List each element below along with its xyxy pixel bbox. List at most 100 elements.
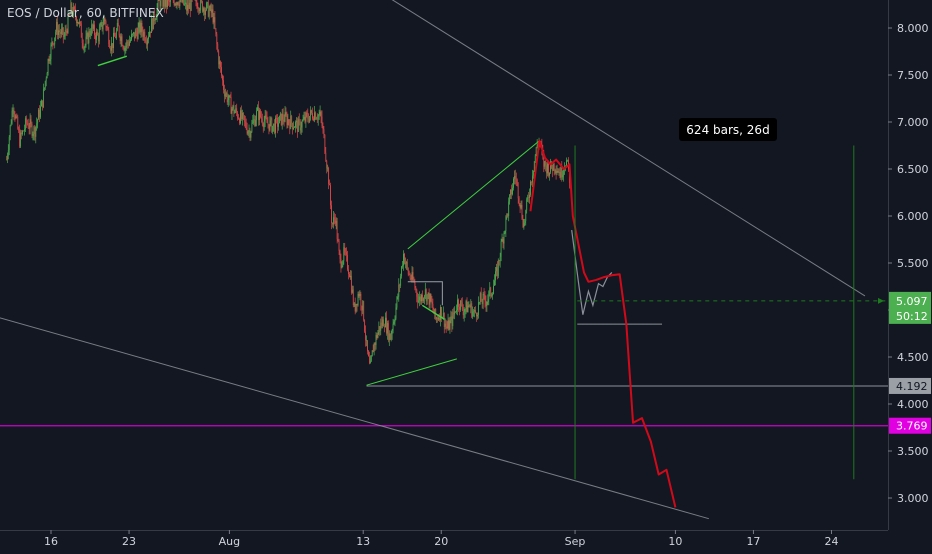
candle-body xyxy=(125,45,127,48)
candle-body xyxy=(270,118,272,121)
candle-body xyxy=(496,267,498,276)
candle-body xyxy=(304,116,306,122)
candle-body xyxy=(338,241,340,251)
channel-upper-line xyxy=(391,0,866,297)
candle-body xyxy=(156,7,158,18)
candle-body xyxy=(199,9,201,11)
candle-body xyxy=(116,22,118,31)
candle-body xyxy=(186,2,187,11)
candle-body xyxy=(42,100,43,108)
candle-body xyxy=(365,331,366,341)
candle-body xyxy=(307,113,309,120)
candle-body xyxy=(458,299,459,307)
candle-body xyxy=(268,124,270,131)
candle-body xyxy=(239,118,240,124)
horizontal-levels: 4.192 3.769 xyxy=(0,323,931,434)
candle-body xyxy=(63,36,65,37)
candle-body xyxy=(546,165,548,174)
channel-lines xyxy=(0,0,866,520)
price-axis: 3.0003.5004.0004.5005.0005.5006.0006.500… xyxy=(888,0,931,530)
candle-body xyxy=(164,0,166,7)
candle-body xyxy=(90,34,92,36)
candle-body xyxy=(545,161,547,166)
candle-body xyxy=(175,3,177,5)
candle-body xyxy=(530,181,531,195)
candle-body xyxy=(97,35,99,42)
candle-body xyxy=(553,163,555,171)
candle-body xyxy=(235,108,237,112)
candle-body xyxy=(360,294,362,306)
candle-body xyxy=(174,3,176,6)
candle-body xyxy=(487,299,489,302)
candle-body xyxy=(313,118,314,121)
countdown-label: 50:12 xyxy=(896,310,928,323)
candle-body xyxy=(286,115,288,126)
candle-body xyxy=(489,287,491,292)
candle-body xyxy=(184,3,185,5)
candle-body xyxy=(403,253,404,266)
candle-body xyxy=(187,4,189,9)
candle-body xyxy=(262,124,264,128)
y-tick-label: 7.500 xyxy=(897,69,929,82)
candle-body xyxy=(202,1,203,12)
candle-body xyxy=(132,33,133,35)
candle-body xyxy=(119,35,121,41)
candle-body xyxy=(395,307,397,319)
candle-body xyxy=(107,27,109,31)
candle-body xyxy=(201,0,203,2)
candle-body xyxy=(7,149,9,156)
y-tick-label: 4.500 xyxy=(897,351,929,364)
candle-body xyxy=(527,197,529,200)
candle-body xyxy=(118,26,120,36)
candle-body xyxy=(544,161,546,167)
candle-body xyxy=(266,117,268,123)
candle-body xyxy=(559,171,561,178)
candle-body xyxy=(314,112,316,120)
candle-body xyxy=(410,278,412,280)
candle-body xyxy=(218,51,220,65)
candle-body xyxy=(185,2,186,4)
candle-body xyxy=(486,301,488,307)
candle-body xyxy=(308,119,310,122)
candle-body xyxy=(550,161,551,173)
candle-body xyxy=(363,301,365,321)
candle-body xyxy=(226,93,228,103)
candle-body xyxy=(465,301,467,310)
candle-body xyxy=(163,0,165,7)
candle-body xyxy=(523,223,525,228)
candle-body xyxy=(547,163,548,174)
candle-body xyxy=(109,43,111,48)
candle-body xyxy=(177,2,179,5)
candle-body xyxy=(24,129,25,132)
candle-body xyxy=(406,262,408,269)
candle-body xyxy=(333,217,335,220)
candle-body xyxy=(340,258,342,268)
candle-body xyxy=(453,312,455,315)
candle-body xyxy=(167,0,168,8)
candle-body xyxy=(265,115,267,118)
candle-body xyxy=(337,239,339,242)
candle-body xyxy=(14,113,16,119)
candle-body xyxy=(396,296,398,308)
candle-body xyxy=(104,18,106,22)
candle-body xyxy=(196,1,198,9)
y-tick-label: 8.000 xyxy=(897,22,929,35)
candle-body xyxy=(223,89,225,97)
candle-body xyxy=(373,343,375,353)
candle-body xyxy=(520,204,522,208)
candle-body xyxy=(150,31,151,33)
candle-body xyxy=(106,27,108,28)
candle-body xyxy=(84,45,86,48)
candle-body xyxy=(294,127,295,128)
candle-body xyxy=(303,116,305,120)
candle-body xyxy=(386,323,388,334)
candle-body xyxy=(402,265,403,267)
x-tick-label: Aug xyxy=(219,535,240,548)
candle-body xyxy=(80,23,82,38)
candle-body xyxy=(40,106,41,118)
candle-body xyxy=(475,310,476,313)
level-price-label: 3.769 xyxy=(896,420,928,433)
